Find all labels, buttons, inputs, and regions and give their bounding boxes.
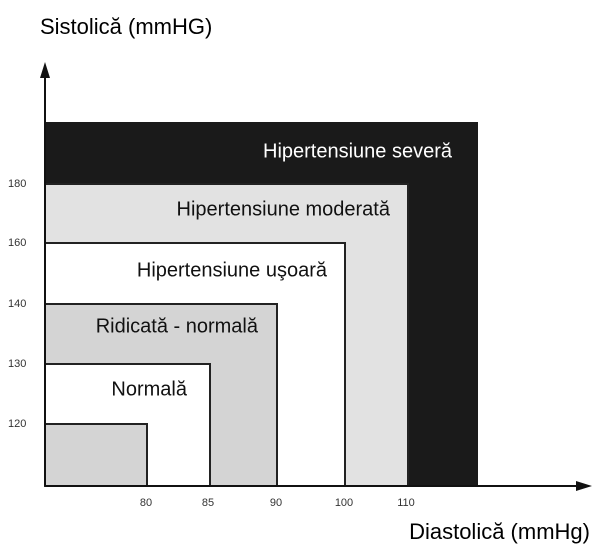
y-tick-label: 140 bbox=[8, 298, 26, 310]
y-tick-label: 180 bbox=[8, 178, 26, 190]
x-tick-label: 90 bbox=[270, 497, 282, 509]
y-arrow bbox=[40, 62, 50, 78]
y-tick-label: 130 bbox=[8, 358, 26, 370]
x-tick-label: 110 bbox=[397, 497, 415, 509]
y-axis-label: Sistolică (mmHG) bbox=[40, 14, 212, 39]
region-label: Hipertensiune moderată bbox=[177, 198, 391, 220]
x-axis-label: Diastolică (mmHg) bbox=[409, 519, 590, 544]
region-optimal bbox=[44, 423, 148, 487]
x-tick-label: 85 bbox=[202, 497, 214, 509]
region-label: Ridicată - normală bbox=[96, 315, 259, 337]
y-tick-label: 160 bbox=[8, 237, 26, 249]
region-label: Hipertensiune severă bbox=[263, 140, 453, 162]
region-label: Normală bbox=[111, 378, 187, 400]
x-tick-label: 100 bbox=[335, 497, 353, 509]
x-tick-label: 80 bbox=[140, 497, 152, 509]
region-label: Hipertensiune uşoară bbox=[137, 259, 328, 281]
x-arrow bbox=[576, 481, 592, 491]
y-tick-label: 120 bbox=[8, 418, 26, 430]
